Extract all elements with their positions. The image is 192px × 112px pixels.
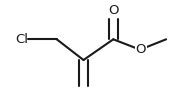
Text: Cl: Cl — [16, 33, 28, 46]
Text: O: O — [108, 4, 118, 17]
Text: O: O — [136, 43, 146, 56]
